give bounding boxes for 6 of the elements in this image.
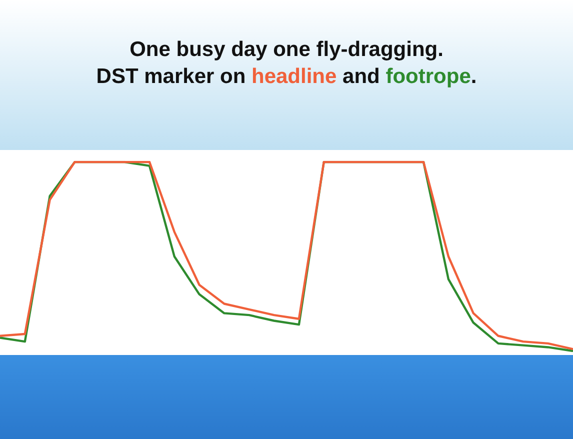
text: and (342, 65, 381, 88)
text: . (470, 65, 477, 88)
text: headline (252, 65, 337, 88)
chart-subtitle: DST marker on (96, 65, 247, 88)
text: footrope (386, 65, 471, 88)
chart-title: One busy day one fly-dragging. (128, 37, 444, 63)
